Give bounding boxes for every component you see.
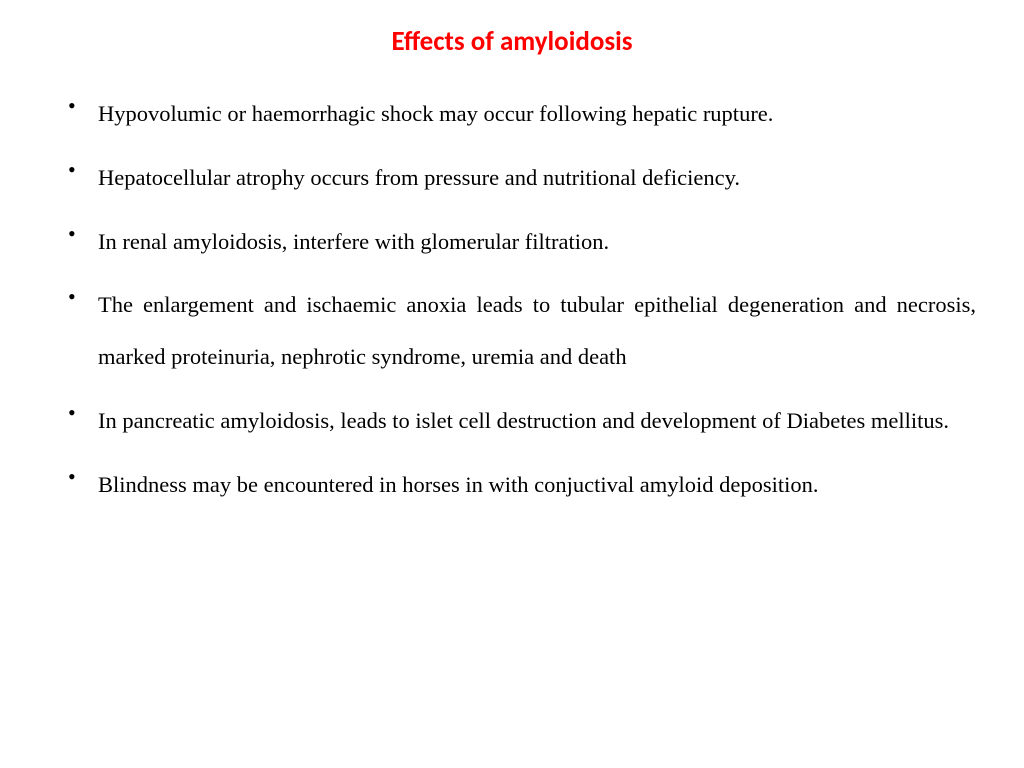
list-item: In pancreatic amyloidosis, leads to isle… — [80, 395, 976, 447]
list-item: The enlargement and ischaemic anoxia lea… — [80, 279, 976, 383]
list-item: Hypovolumic or haemorrhagic shock may oc… — [80, 88, 976, 140]
list-item: Hepatocellular atrophy occurs from press… — [80, 152, 976, 204]
bullet-list: Hypovolumic or haemorrhagic shock may oc… — [48, 88, 976, 510]
slide-title: Effects of amyloidosis — [48, 25, 976, 58]
list-item: Blindness may be encountered in horses i… — [80, 459, 976, 511]
list-item: In renal amyloidosis, interfere with glo… — [80, 216, 976, 268]
